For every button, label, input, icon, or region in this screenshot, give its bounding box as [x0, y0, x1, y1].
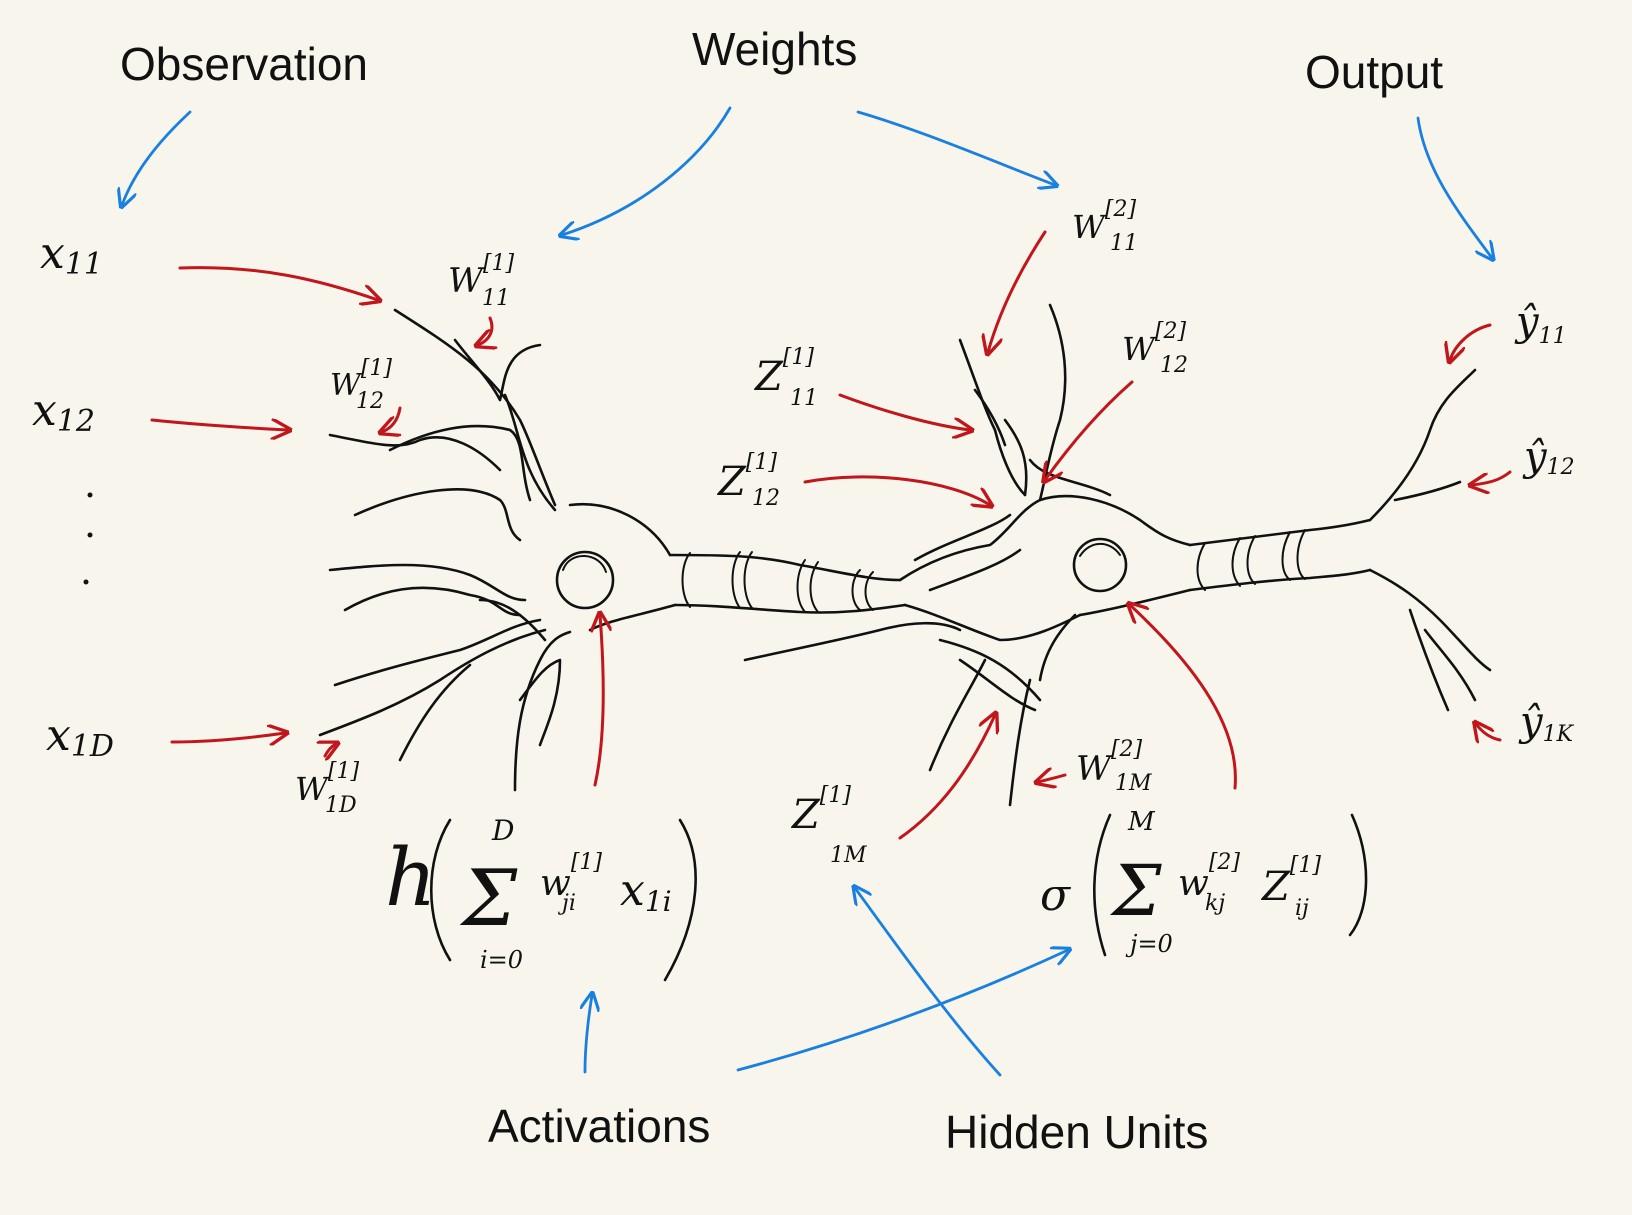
weight-w11-l1-sub: 11	[482, 286, 510, 311]
formula2-upper: M	[1127, 807, 1156, 837]
nucleus-right	[1072, 537, 1128, 593]
hidden-z1m-sub: 1M	[830, 843, 867, 868]
weight-w12-l2-sub: 12	[1160, 353, 1188, 378]
formula2-weight-sub: kj	[1205, 891, 1225, 916]
hidden-z12: Z[1]	[716, 450, 777, 505]
arrow-observation	[122, 110, 192, 205]
weight-w1d-l1: W[1]	[295, 759, 359, 808]
weight-w12-l1: W[1]	[330, 356, 392, 403]
hidden-z11: Z[1]	[753, 345, 814, 400]
output-y12: ŷ12	[1522, 434, 1575, 480]
formula1-sum: Σ	[459, 854, 518, 944]
red-arrows	[150, 230, 1512, 840]
arrow-w12-l1	[382, 406, 402, 432]
arrow-y12	[1472, 470, 1512, 485]
weight-w11-l1: W[1]	[448, 251, 515, 301]
label-output: Output	[1305, 46, 1443, 98]
formula2-lower: j=0	[1125, 930, 1173, 958]
formula1-right-paren	[663, 818, 697, 982]
hidden-z11-sub: 11	[790, 386, 818, 411]
output-y11: ŷ11	[1514, 299, 1567, 349]
label-hidden-units: Hidden Units	[945, 1106, 1208, 1158]
formula1-weight-sub: ji	[557, 891, 576, 916]
formula1-left-paren	[430, 818, 452, 962]
label-weights: Weights	[692, 23, 857, 75]
formula2-fn: σ	[1040, 870, 1072, 921]
formula1-x: x1i	[620, 865, 672, 918]
arrow-activation-2	[1130, 605, 1237, 790]
formula-activation-layer1: h Σ D i=0 w[1] ji x1i	[385, 814, 697, 982]
hidden-z12-sub: 12	[752, 486, 780, 511]
arrow-x1d	[170, 733, 285, 742]
weight-w12-l1-sub: 12	[356, 389, 384, 414]
formula2-z-sub: ij	[1295, 896, 1309, 921]
output-y1k: ŷ1K	[1518, 699, 1575, 747]
arrow-z1m	[898, 715, 995, 840]
arrow-w11-l2	[988, 230, 1047, 352]
formula2-right-paren	[1348, 813, 1368, 937]
label-observation: Observation	[120, 38, 368, 90]
arrow-activations-2	[736, 950, 1068, 1072]
arrow-hidden-units	[855, 888, 1002, 1077]
input-x11: x11	[40, 228, 103, 282]
arrow-w1d-l1	[325, 744, 336, 756]
arrow-w11-l1	[478, 316, 492, 345]
formula2-z: Z[1]	[1260, 853, 1321, 910]
arrow-weights-l1	[562, 106, 732, 235]
formula1-upper: D	[491, 814, 514, 847]
formula-output-layer2: σ Σ M j=0 w[2] kj Z[1] ij	[1040, 807, 1368, 958]
formula2-sum: Σ	[1109, 850, 1162, 932]
input-x12: x12	[32, 385, 95, 439]
arrow-output	[1416, 116, 1492, 258]
weight-w11-l2-sub: 11	[1110, 231, 1138, 256]
formula1-lower: i=0	[480, 946, 523, 974]
arrow-x12	[150, 418, 288, 430]
hidden-z1m: Z[1]	[790, 783, 851, 838]
arrow-weights-l2	[856, 110, 1055, 185]
arrow-y11	[1450, 323, 1492, 360]
arrow-y1k	[1476, 724, 1502, 740]
label-activations: Activations	[488, 1100, 710, 1152]
ellipsis-dots	[83, 492, 93, 585]
neuron-left	[318, 308, 907, 792]
blue-arrows	[122, 106, 1492, 1077]
formula1-fn: h	[385, 831, 437, 924]
weight-w1d-l1-sub: 1D	[325, 793, 357, 818]
weight-w11-l2: W[2]	[1072, 197, 1136, 246]
weight-w1m-l2: W[2]	[1076, 737, 1143, 789]
neuron-right	[743, 303, 1492, 807]
weight-w1m-l2-sub: 1M	[1115, 771, 1152, 796]
formula2-weight: w[2]	[1178, 850, 1240, 904]
arrow-w1m-l2	[1038, 775, 1067, 782]
input-x1d: x1D	[46, 710, 114, 764]
arrow-activation-1	[595, 615, 603, 787]
arrow-activations-1	[585, 995, 592, 1074]
formula2-left-paren	[1093, 813, 1112, 957]
arrow-x11	[178, 266, 378, 300]
weight-w12-l2: W[2]	[1122, 319, 1186, 368]
arrow-w12-l2	[1045, 380, 1134, 480]
nucleus-left	[555, 550, 615, 610]
formula1-weight: w[1]	[540, 850, 602, 904]
arrow-z11	[838, 393, 970, 430]
arrow-z12	[803, 475, 990, 505]
